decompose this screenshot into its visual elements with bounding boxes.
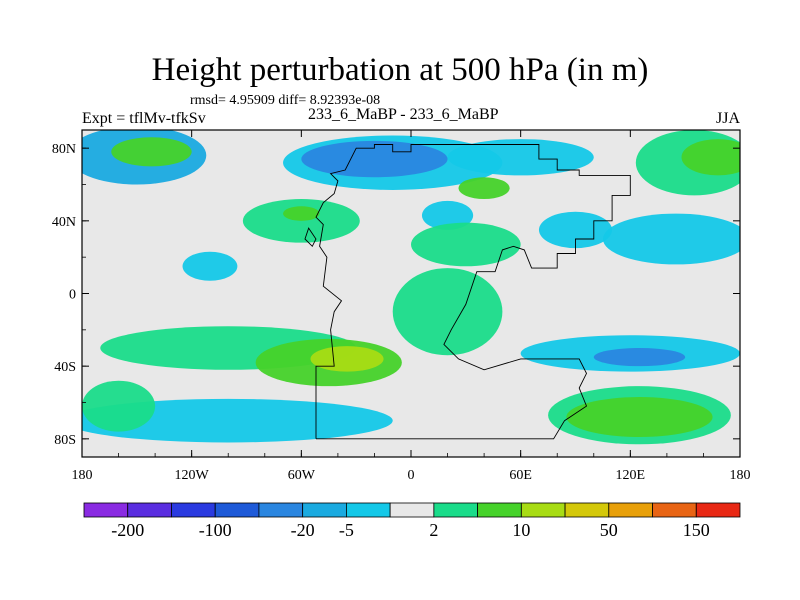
anomaly-regions [82,130,740,445]
colorbar-swatch [302,502,347,518]
colorbar-label: -5 [339,520,354,540]
anomaly-region [82,398,393,443]
y-tick-label: 0 [69,288,76,303]
colorbar-swatch [477,502,522,518]
colorbar: -200 -100 -20 -5 2 10 50 150 [83,502,741,540]
anomaly-region [593,348,686,367]
y-tick-label: 40N [52,215,76,230]
coastline [315,144,631,440]
colorbar-label: 50 [600,520,618,540]
anomaly-region [392,268,503,356]
colorbar-swatch [389,502,435,518]
anomaly-region [421,200,474,230]
season-label: JJA [715,110,740,127]
anomaly-region [411,222,521,267]
colorbar-label: 10 [512,520,530,540]
x-tick-label: 120E [616,468,646,483]
anomaly-region [283,206,320,221]
continent-outline [304,144,631,440]
y-tick-label: 80N [52,142,76,157]
colorbar-swatch [433,502,479,518]
coastline [304,227,317,248]
colorbar-label: -100 [199,520,232,540]
colorbar-swatch [564,502,610,518]
x-tick-label: 180 [730,468,751,483]
y-axis: 80N 40N 0 40S 80S [52,142,740,448]
case-label: 233_6_MaBP - 233_6_MaBP [308,106,499,123]
y-tick-label: 80S [54,433,76,448]
colorbar-swatch [520,502,566,518]
x-axis: 180 120W 60W 0 60E 120E 180 [72,130,751,483]
colorbar-swatch [258,502,304,518]
stats-label: rmsd= 4.95909 diff= 8.92393e-08 [190,93,381,108]
anomaly-region [82,380,156,432]
anomaly-region [566,397,713,438]
y-tick-label: 40S [54,360,76,375]
colorbar-label: -200 [111,520,144,540]
colorbar-swatch [652,502,697,518]
x-tick-label: 0 [408,468,415,483]
colorbar-swatch [695,502,741,518]
x-tick-label: 60E [509,468,532,483]
colorbar-swatch [345,502,391,518]
x-tick-label: 60W [288,468,316,483]
x-tick-label: 180 [72,468,93,483]
anomaly-region [182,251,238,281]
colorbar-swatch [171,502,216,518]
anomaly-region [310,346,384,372]
colorbar-label: 150 [683,520,710,540]
colorbar-label: -20 [291,520,315,540]
colorbar-swatch [83,502,129,518]
colorbar-swatch [214,502,260,518]
chart-title: Height perturbation at 500 hPa (in m) [151,52,649,88]
experiment-label: Expt = tflMv-tfkSv [82,110,206,127]
anomaly-region [458,177,510,200]
x-tick-label: 120W [175,468,210,483]
anomaly-region [111,137,192,167]
anomaly-region [602,213,740,265]
anomaly-region [681,139,740,176]
colorbar-swatch [608,502,653,518]
colorbar-swatch [127,502,172,518]
colorbar-label: 2 [429,520,438,540]
